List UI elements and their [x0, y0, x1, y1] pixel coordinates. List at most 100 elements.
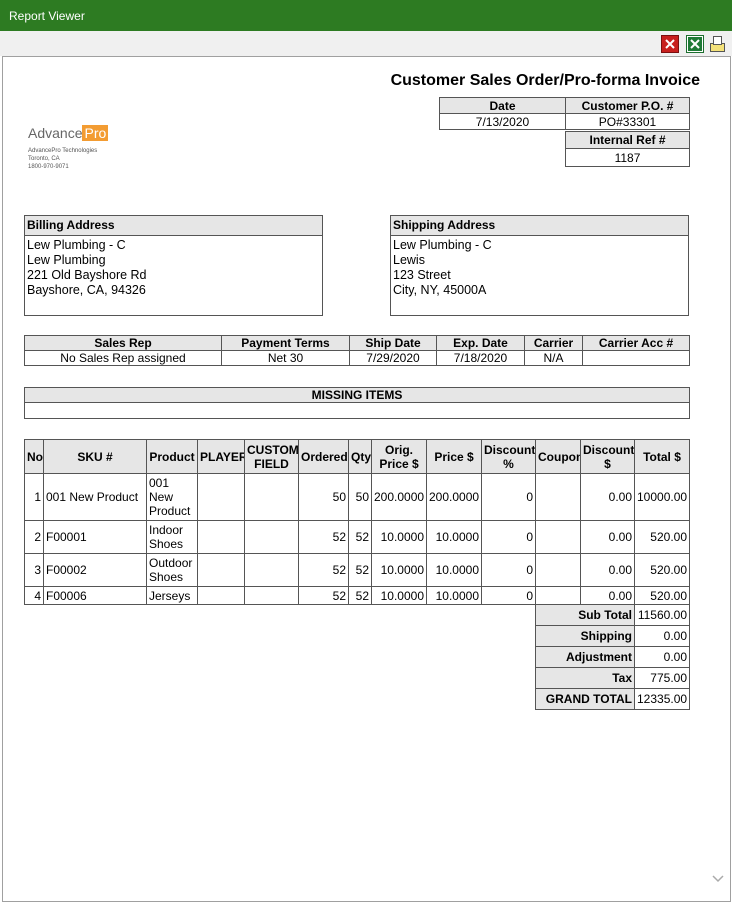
total-label: Adjustment: [535, 646, 635, 668]
header-cell: No: [24, 439, 44, 474]
cell: Jerseys: [146, 586, 198, 605]
print-button[interactable]: [710, 36, 725, 52]
value-row: No Sales Rep assigned Net 30 7/29/2020 7/18…: [24, 350, 690, 366]
cell: 2: [24, 520, 44, 554]
cell: [244, 553, 299, 587]
items-table: No SKU # Product PLAYER CUSTOM FIELD Ordered Q…: [24, 439, 690, 605]
company-logo: Advance Pro: [28, 125, 109, 141]
cell: 0.00: [580, 553, 635, 587]
cell: [197, 586, 245, 605]
header-row: Sales Rep Payment Terms Ship Date Exp. Date…: [24, 335, 690, 351]
cell: 200.0000: [371, 473, 427, 521]
cell: Outdoor Shoes: [146, 553, 198, 587]
address-line: 123 Street: [393, 268, 451, 282]
item-row: 3 F00002 Outdoor Shoes 52 52 10.0000 10.0000 0 0…: [24, 553, 690, 587]
company-info: AdvancePro Technologies: [28, 148, 98, 154]
billing-address: Billing Address Lew Plumbing - C Lew Plumb…: [24, 215, 323, 316]
cell: 52: [298, 586, 349, 605]
cell: PO#33301: [565, 113, 690, 130]
address-label: Shipping Address: [391, 216, 688, 236]
cell: [535, 586, 581, 605]
internal-ref-table: Internal Ref #1187: [565, 131, 690, 167]
missing-items-table: MISSING ITEMS: [24, 387, 690, 419]
header-cell: Orig. Price $: [371, 439, 427, 474]
total-label: Sub Total: [535, 604, 635, 626]
cell: 3: [24, 553, 44, 587]
header-row: Date Customer P.O. #: [439, 97, 690, 114]
cell: 200.0000: [426, 473, 482, 521]
total-row: Tax 775.00: [535, 667, 690, 689]
cell: 10.0000: [426, 520, 482, 554]
header-cell: Total $: [634, 439, 690, 474]
cell: 52: [298, 553, 349, 587]
address-line: 221 Old Bayshore Rd: [27, 268, 147, 282]
totals-table: Sub Total 11560.00 Shipping 0.00 Adjustment 0…: [535, 604, 690, 710]
cell: 10000.00: [634, 473, 690, 521]
cell: 0: [481, 520, 536, 554]
cell: 7/29/2020: [349, 350, 437, 366]
order-info-table: Sales Rep Payment Terms Ship Date Exp. Date…: [24, 335, 690, 366]
address-line: City, NY, 45000A: [393, 283, 487, 297]
address-line: Lew Plumbing - C: [27, 238, 126, 252]
header-cell: SKU #: [43, 439, 147, 474]
cell: 1: [24, 473, 44, 521]
toolbar-icons: [661, 35, 725, 53]
item-row: 2 F00001 Indoor Shoes 52 52 10.0000 10.0000 0 0.…: [24, 520, 690, 554]
header-row: Internal Ref #: [565, 131, 690, 149]
cell: 52: [348, 586, 372, 605]
header-cell: Sales Rep: [24, 335, 222, 351]
scroll-down-arrow[interactable]: [709, 872, 727, 886]
header-cell: CUSTOM FIELD: [244, 439, 299, 474]
header-cell: Internal Ref #: [565, 131, 690, 149]
total-row: Sub Total 11560.00: [535, 604, 690, 626]
header-cell: Exp. Date: [436, 335, 525, 351]
address-line: Bayshore, CA, 94326: [27, 283, 146, 297]
header-cell: Payment Terms: [221, 335, 350, 351]
cell: 520.00: [634, 553, 690, 587]
header-cell: Coupon: [535, 439, 581, 474]
cell: [582, 350, 690, 366]
header-cell: Discount %: [481, 439, 536, 474]
cell: [244, 586, 299, 605]
export-excel-button[interactable]: [686, 35, 704, 53]
total-label: Tax: [535, 667, 635, 689]
total-row: GRAND TOTAL 12335.00: [535, 688, 690, 710]
empty-row: [24, 402, 690, 419]
cell: [535, 553, 581, 587]
cell: N/A: [524, 350, 583, 366]
cell: 7/13/2020: [439, 113, 566, 130]
header-cell: Discount $: [580, 439, 635, 474]
cell: F00002: [43, 553, 147, 587]
cell: 0.00: [580, 586, 635, 605]
close-button[interactable]: [661, 35, 679, 53]
header-row: MISSING ITEMS: [24, 387, 690, 403]
cell: 001 New Product: [146, 473, 198, 521]
cell: 520.00: [634, 586, 690, 605]
cell: 001 New Product: [43, 473, 147, 521]
cell: 50: [298, 473, 349, 521]
cell: 0.00: [580, 473, 635, 521]
total-value: 12335.00: [634, 688, 690, 710]
header-cell: Product: [146, 439, 198, 474]
total-row: Adjustment 0.00: [535, 646, 690, 668]
cell: 52: [348, 553, 372, 587]
header-cell: Ordered: [298, 439, 349, 474]
cell: 0: [481, 586, 536, 605]
cell: 0.00: [580, 520, 635, 554]
toolbar: [0, 31, 732, 56]
header-cell: PLAYER: [197, 439, 245, 474]
date-po-table: Date Customer P.O. #7/13/2020 PO#33301: [439, 97, 690, 130]
cell: 0: [481, 473, 536, 521]
header-cell: Customer P.O. #: [565, 97, 690, 114]
cell: F00006: [43, 586, 147, 605]
total-value: 0.00: [634, 625, 690, 647]
cell: 520.00: [634, 520, 690, 554]
value-row: 7/13/2020 PO#33301: [439, 113, 690, 130]
header-cell: Carrier: [524, 335, 583, 351]
address-label: Billing Address: [25, 216, 322, 236]
total-label: Shipping: [535, 625, 635, 647]
address-line: Lewis: [393, 253, 425, 267]
cell: F00001: [43, 520, 147, 554]
header-cell: MISSING ITEMS: [24, 387, 690, 403]
